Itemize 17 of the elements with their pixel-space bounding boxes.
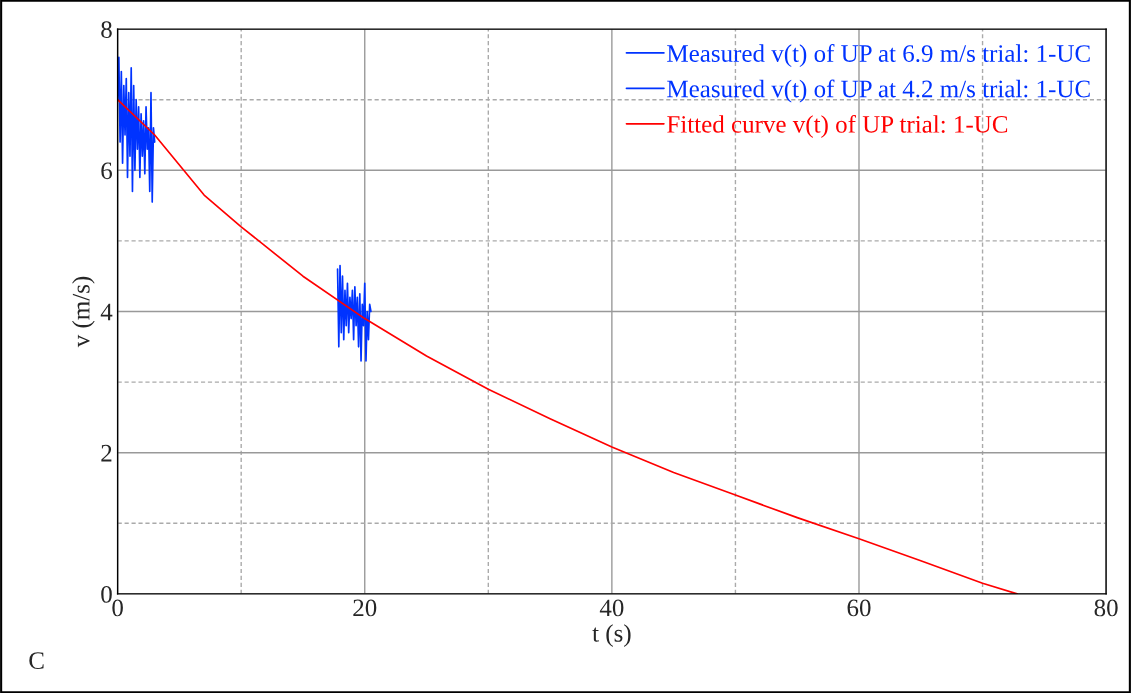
line-series — [117, 56, 156, 203]
y-axis-title: v (m/s) — [72, 276, 95, 348]
y-tick-label: 2 — [101, 444, 112, 462]
legend-label: Fitted curve v(t) of UP trial: 1-UC — [667, 114, 1008, 138]
x-tick-label: 80 — [1094, 599, 1118, 617]
legend-label: Measured v(t) of UP at 4.2 m/s trial: 1-UC — [667, 79, 1090, 103]
line-series — [336, 264, 372, 362]
y-tick-label: 0 — [101, 585, 112, 603]
y-tick-label: 4 — [100, 303, 113, 321]
y-tick-label: 8 — [101, 21, 112, 39]
text: C — [29, 652, 44, 669]
x-axis-title: t (s) — [592, 624, 631, 647]
x-tick-label: 40 — [599, 599, 624, 617]
y-tick-label: 6 — [101, 162, 113, 180]
legend-label: Measured v(t) of UP at 6.9 m/s trial: 1-UC — [667, 44, 1090, 68]
x-tick-label: 60 — [847, 599, 871, 617]
x-tick-label: 20 — [353, 599, 377, 617]
